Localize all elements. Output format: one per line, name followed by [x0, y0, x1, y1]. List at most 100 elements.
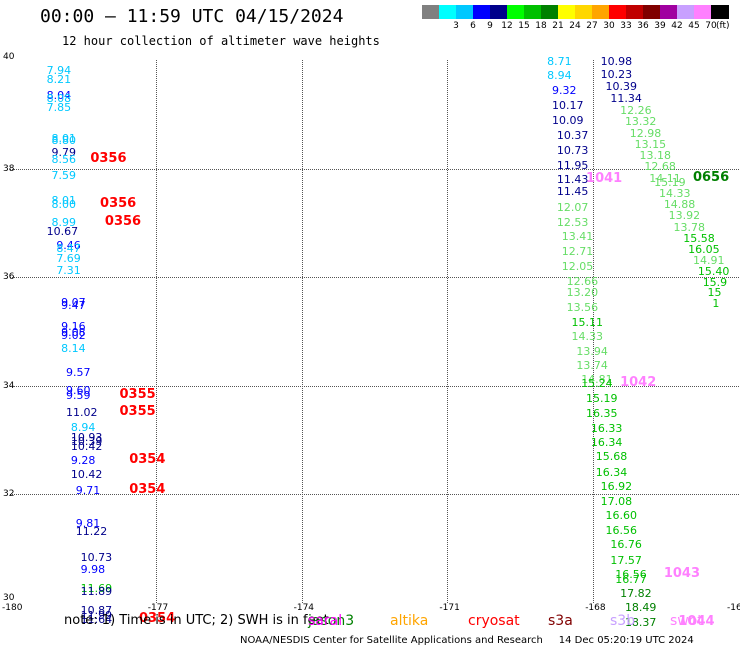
- legend-label: 39: [654, 21, 666, 31]
- wave-height-point: 13.92: [668, 208, 701, 222]
- note-text: note: 1) Time is in UTC; 2) SWH is in fe…: [64, 613, 329, 628]
- pass-time-label: 0355: [119, 387, 156, 403]
- wave-height-point: 16.33: [590, 421, 623, 435]
- pass-time-label: 1041: [586, 171, 623, 187]
- wave-height-point: 14.33: [571, 329, 603, 343]
- wave-height-point: 12.71: [561, 245, 594, 259]
- legend-swatch: [558, 5, 576, 19]
- pass-time-label: 0356: [100, 195, 137, 211]
- wave-height-point: 11.64: [80, 613, 113, 627]
- grid-line-horizontal: [10, 168, 739, 170]
- wave-height-point: 9.98: [80, 562, 106, 576]
- footer-timestamp: 14 Dec 05:20:19 UTC 2024: [558, 635, 694, 646]
- page-title: 00:00 – 11:59 UTC 04/15/2024: [40, 6, 344, 27]
- wave-height-point: 9.57: [66, 366, 91, 380]
- wave-height-point: 10.39: [70, 435, 103, 449]
- wave-height-point: 10.09: [552, 113, 584, 127]
- wave-height-point: 11.43: [556, 173, 589, 187]
- wave-height-point: 12.05: [561, 260, 594, 274]
- legend-label: 30: [603, 21, 615, 31]
- pass-time-label: 0354: [129, 452, 166, 468]
- wave-height-point: 16.92: [600, 480, 633, 494]
- wave-height-point: 10.93: [70, 431, 103, 445]
- x-tick-label: -177: [147, 603, 169, 613]
- satellite-label-swot: swot: [670, 613, 703, 629]
- legend-label: 42: [671, 21, 683, 31]
- legend-swatch: [490, 5, 508, 19]
- wave-height-point: 9.28: [70, 454, 96, 468]
- wave-height-point: 11.02: [66, 405, 98, 419]
- wave-height-point: 12.26: [620, 104, 652, 118]
- wave-height-point: 8.71: [547, 55, 572, 69]
- grid-line-vertical: [447, 60, 449, 603]
- wave-height-point: 13.41: [561, 230, 594, 244]
- pass-time-label: 0356: [104, 213, 142, 229]
- wave-height-point: 8.08: [46, 92, 72, 105]
- wave-height-point: 13.18: [639, 149, 672, 163]
- wave-height-point: 12.07: [556, 200, 589, 214]
- grid-line-horizontal: [10, 277, 739, 279]
- wave-height-point: 9.32: [552, 83, 577, 97]
- wave-height-point: 15.19: [654, 176, 686, 190]
- legend-swatch: [507, 5, 525, 19]
- pass-time-label: 0354: [129, 482, 166, 498]
- wave-height-point: 10.42: [70, 467, 103, 481]
- wave-height-point: 15.40: [697, 264, 730, 278]
- legend-label: 9: [487, 21, 493, 31]
- legend-swatch: [541, 5, 559, 19]
- legend-label: 3: [453, 21, 459, 31]
- wave-height-point: 10.23: [600, 67, 633, 81]
- grid-line-vertical: [301, 60, 303, 603]
- legend-label: 18: [535, 21, 547, 31]
- wave-height-point: 9.79: [51, 146, 76, 160]
- wave-height-point: 17.08: [600, 494, 633, 508]
- wave-height-point: 8.01: [51, 194, 76, 208]
- legend-label: 12: [501, 21, 513, 31]
- wave-height-point: 16.05: [688, 242, 720, 256]
- wave-height-point: 8.00: [51, 197, 76, 211]
- y-tick-label: 40: [3, 52, 15, 62]
- wave-height-point: 9.46: [56, 238, 81, 252]
- legend-swatch: [711, 5, 729, 19]
- wave-height-point: 10.87: [80, 603, 113, 617]
- wave-height-point: 15: [707, 286, 722, 300]
- wave-height-point: 8.56: [51, 152, 76, 166]
- legend-label: 15: [518, 21, 530, 31]
- y-tick-label: 36: [3, 272, 15, 283]
- wave-height-point: 8.94: [547, 68, 572, 82]
- wave-height-point: 11.89: [80, 584, 113, 598]
- pass-time-label: 0356: [90, 150, 127, 166]
- legend-label: 21: [552, 21, 564, 31]
- wave-height-point: 10.67: [46, 225, 79, 239]
- wave-height-point: 9.02: [61, 329, 86, 343]
- wave-height-point: 14.88: [663, 197, 696, 211]
- wave-height-point: 9.60: [66, 383, 91, 397]
- wave-height-point: 15.19: [586, 392, 618, 406]
- wave-height-point: 10.73: [80, 550, 113, 564]
- wave-height-point: 10.98: [600, 55, 633, 69]
- wave-height-point: 9.16: [61, 320, 86, 334]
- pass-time-label: 1043: [663, 566, 700, 582]
- legend-swatch: [524, 5, 542, 19]
- wave-height-point: 8.99: [51, 215, 76, 229]
- wave-height-point: 17.82: [620, 587, 652, 601]
- wave-height-point: 11.22: [75, 524, 108, 538]
- wave-height-point: 8.80: [51, 134, 76, 148]
- legend-swatch: [660, 5, 678, 19]
- grid-line-horizontal: [10, 385, 739, 387]
- wave-height-point: 8.01: [51, 131, 76, 145]
- wave-height-point: 7.85: [46, 101, 72, 115]
- wave-height-point: 15.11: [571, 315, 603, 329]
- legend-swatch: [439, 5, 457, 19]
- wave-height-point: 13.32: [624, 115, 657, 129]
- wave-height-point: 12.66: [566, 275, 599, 288]
- satellite-label-cryosat: cryosat: [468, 613, 520, 629]
- wave-height-point: 18.49: [624, 601, 657, 615]
- y-tick-label: 38: [3, 163, 15, 174]
- legend-swatch: [592, 5, 610, 19]
- legend-swatch: [473, 5, 491, 19]
- legend-swatch: [626, 5, 644, 19]
- wave-height-point: 11.95: [556, 158, 589, 172]
- wave-height-point: 7.59: [51, 169, 76, 183]
- wave-height-point: 11.34: [610, 92, 642, 105]
